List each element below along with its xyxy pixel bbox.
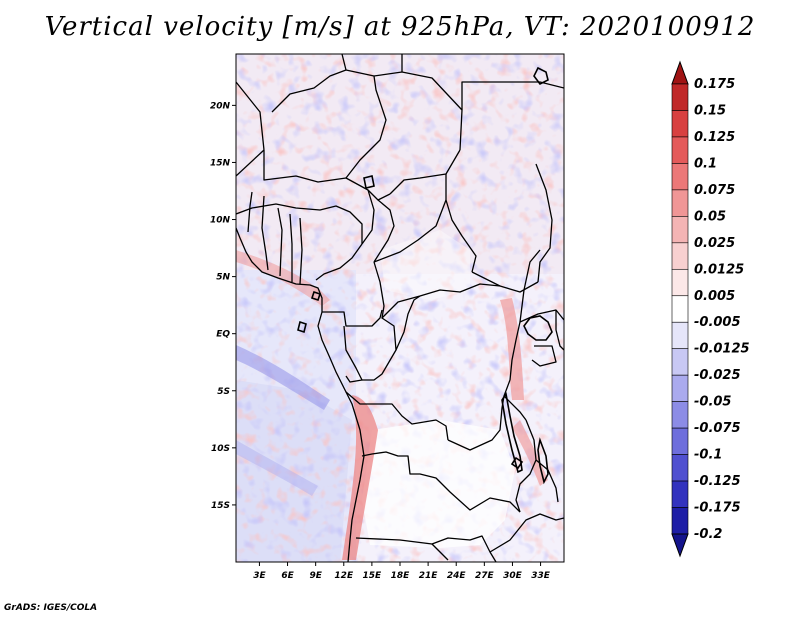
colorbar-swatch	[671, 216, 689, 244]
lat-tick-label: EQ	[216, 330, 230, 340]
lake-malawi	[537, 437, 549, 485]
lat-tick-label: 10S	[211, 444, 230, 454]
bioko-island	[297, 320, 307, 334]
lake-mweru	[510, 456, 524, 470]
lat-tick-label: 5N	[216, 273, 230, 283]
colorbar-label: 0.125	[694, 130, 735, 145]
colorbar-swatch	[671, 480, 689, 508]
colorbar-label: -0.005	[694, 315, 741, 330]
malawi-ascent-band	[512, 420, 548, 486]
lat-tick-label: 5S	[217, 387, 230, 397]
island-small	[310, 290, 322, 302]
colorbar-top-arrow	[671, 60, 689, 85]
country-borders	[236, 54, 564, 562]
colorbar-label: 0.15	[694, 103, 726, 118]
rift-ascent-band	[500, 298, 524, 400]
lat-tick-label: 10N	[210, 216, 231, 226]
colorbar-swatch	[671, 268, 689, 297]
colorbar	[671, 60, 689, 558]
calm-interior-central	[380, 230, 470, 300]
colorbar-label: 0.025	[694, 236, 735, 251]
lon-tick-label: 6E	[281, 571, 294, 581]
lon-tick-label: 9E	[309, 571, 322, 581]
lakes	[297, 66, 553, 485]
lon-tick-label: 15E	[363, 571, 383, 581]
lon-tick-label: 27E	[475, 571, 495, 581]
calm-interior-south	[362, 420, 515, 548]
lon-tick-label: 3E	[253, 571, 266, 581]
lake-chad	[363, 175, 375, 189]
colorbar-swatch	[671, 136, 689, 164]
colorbar-swatch	[671, 427, 689, 455]
colorbar-label: -0.125	[694, 474, 741, 489]
colorbar-label: -0.2	[694, 527, 722, 542]
colorbar-label: -0.0125	[694, 342, 750, 357]
colorbar-label: 0.075	[694, 183, 735, 198]
colorbar-swatch	[671, 454, 689, 482]
colorbar-swatch	[671, 189, 689, 217]
colorbar-label: -0.175	[694, 501, 741, 516]
lon-tick-label: 24E	[447, 571, 467, 581]
colorbar-swatch	[671, 163, 689, 191]
longitude-axis: 3E 6E 9E 12E 15E 18E 21E 24E 27E 30E 33E	[253, 562, 551, 581]
colorbar-swatch	[671, 110, 689, 138]
colorbar-label: -0.075	[694, 421, 741, 436]
credit-label: GrADS: IGES/COLA	[4, 603, 98, 613]
lat-tick-label: 15S	[211, 501, 230, 511]
latitude-axis: 20N 15N 10N 5N EQ 5S 10S 15S	[210, 101, 236, 511]
colorbar-label: 0.1	[694, 156, 717, 171]
colorbar-swatch	[671, 507, 689, 535]
lon-tick-label: 18E	[391, 571, 411, 581]
colorbar-swatch	[671, 295, 689, 323]
colorbar-label: 0.05	[694, 209, 726, 224]
lon-tick-label: 12E	[334, 571, 354, 581]
colorbar-label: 0.0125	[694, 262, 744, 277]
lon-tick-label: 33E	[531, 571, 551, 581]
colorbar-swatch	[671, 321, 689, 350]
lat-tick-label: 15N	[210, 158, 231, 168]
colorbar-swatch	[671, 401, 689, 429]
map-panel	[236, 54, 564, 562]
colorbar-label: -0.05	[694, 395, 731, 410]
red-sea-coast	[533, 66, 549, 86]
lat-tick-label: 20N	[210, 101, 231, 111]
lon-tick-label: 30E	[503, 571, 523, 581]
lon-tick-label: 21E	[419, 571, 439, 581]
map-title: Vertical velocity [m/s] at 925hPa, VT: 2…	[44, 12, 756, 42]
colorbar-label: 0.005	[694, 289, 735, 304]
colorbar-label: -0.1	[694, 448, 722, 463]
colorbar-swatch	[671, 242, 689, 270]
colorbar-label: -0.025	[694, 368, 741, 383]
offshore-descent-band-south	[236, 440, 318, 496]
colorbar-bottom-arrow	[671, 533, 689, 558]
lake-tanganyika	[501, 391, 523, 474]
colorbar-swatch	[671, 348, 689, 376]
colorbar-swatch	[671, 374, 689, 402]
colorbar-label: 0.175	[694, 77, 735, 92]
offshore-descent-band	[236, 345, 330, 410]
guinea-ascent-band	[236, 250, 330, 306]
lake-victoria	[523, 315, 553, 341]
colorbar-swatch	[671, 83, 689, 111]
colorbar-labels: 0.175 0.15 0.125 0.1 0.075 0.05 0.025 0.0125 0.0…	[694, 77, 750, 542]
